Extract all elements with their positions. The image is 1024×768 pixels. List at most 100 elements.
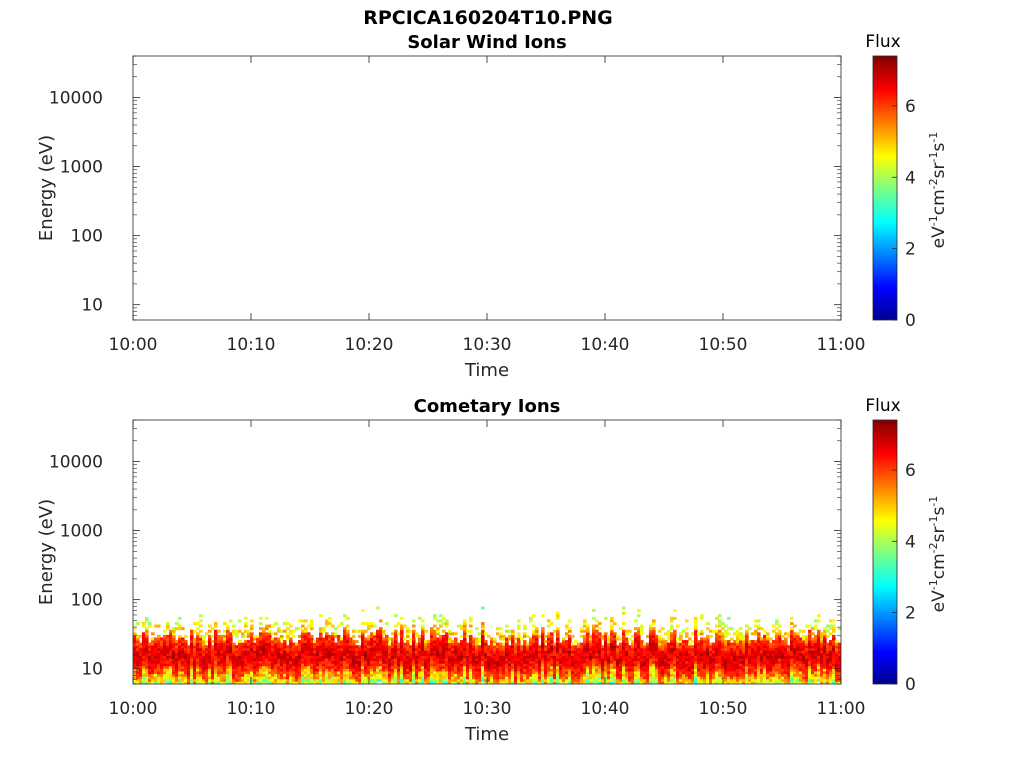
data-cell	[601, 673, 605, 677]
data-cell	[751, 658, 755, 662]
data-cell	[559, 668, 563, 672]
data-cell	[640, 655, 644, 659]
data-cell	[178, 634, 182, 638]
data-cell	[184, 665, 188, 669]
data-cell	[751, 632, 755, 636]
data-cell	[148, 655, 152, 659]
data-cell	[814, 619, 818, 623]
data-cell	[214, 634, 218, 638]
data-cell	[205, 655, 209, 659]
data-cell	[640, 660, 644, 664]
data-cell	[604, 645, 608, 649]
data-cell	[214, 673, 218, 677]
data-cell	[706, 645, 710, 649]
data-cell	[364, 671, 368, 675]
data-cell	[394, 655, 398, 659]
data-cell	[310, 652, 314, 656]
data-cell	[532, 640, 536, 644]
data-cell	[619, 627, 623, 631]
data-cell	[718, 614, 722, 618]
data-cell	[481, 624, 485, 628]
data-cell	[328, 673, 332, 677]
data-cell	[211, 668, 215, 672]
data-cell	[229, 619, 233, 623]
data-cell	[133, 655, 137, 659]
data-cell	[169, 640, 173, 644]
data-cell	[241, 655, 245, 659]
data-cell	[559, 681, 563, 684]
data-cell	[655, 658, 659, 662]
data-cell	[496, 647, 500, 651]
data-cell	[499, 658, 503, 662]
data-cell	[415, 681, 419, 684]
data-cell	[508, 673, 512, 677]
data-cell	[793, 678, 797, 682]
data-cell	[268, 663, 272, 667]
data-cell	[295, 647, 299, 651]
data-cell	[616, 655, 620, 659]
data-cell	[334, 673, 338, 677]
data-cell	[649, 668, 653, 672]
data-cell	[460, 647, 464, 651]
data-cell	[136, 676, 140, 680]
data-cell	[448, 650, 452, 654]
data-cell	[442, 629, 446, 633]
data-cell	[340, 642, 344, 646]
data-cell	[418, 650, 422, 654]
data-cell	[334, 634, 338, 638]
data-cell	[430, 629, 434, 633]
data-cell	[757, 619, 761, 623]
data-cell	[628, 655, 632, 659]
data-cell	[166, 652, 170, 656]
data-cell	[256, 658, 260, 662]
data-cell	[226, 658, 230, 662]
data-cell	[319, 681, 323, 684]
data-cell	[226, 629, 230, 633]
data-cell	[538, 655, 542, 659]
data-cell	[652, 632, 656, 636]
data-cell	[799, 658, 803, 662]
data-cell	[466, 629, 470, 633]
data-cell	[199, 637, 203, 641]
data-cell	[637, 663, 641, 667]
data-cell	[736, 663, 740, 667]
data-cell	[775, 665, 779, 669]
data-cell	[340, 652, 344, 656]
data-cell	[331, 637, 335, 641]
data-cell	[274, 621, 278, 625]
data-cell	[481, 660, 485, 664]
data-cell	[364, 621, 368, 625]
data-cell	[790, 634, 794, 638]
data-cell	[400, 616, 404, 620]
data-cell	[664, 647, 668, 651]
data-cell	[172, 650, 176, 654]
data-cell	[799, 637, 803, 641]
data-cell	[454, 632, 458, 636]
data-cell	[289, 637, 293, 641]
data-cell	[316, 663, 320, 667]
data-cell	[529, 647, 533, 651]
data-cell	[535, 673, 539, 677]
data-cell	[700, 665, 704, 669]
data-cell	[790, 652, 794, 656]
data-cell	[397, 673, 401, 677]
data-cell	[172, 671, 176, 675]
data-cell	[490, 650, 494, 654]
data-cell	[589, 681, 593, 684]
panel-title: Cometary Ions	[414, 396, 561, 417]
data-cell	[703, 665, 707, 669]
data-cell	[613, 640, 617, 644]
data-cell	[649, 660, 653, 664]
data-cell	[316, 678, 320, 682]
data-cell	[262, 665, 266, 669]
data-cell	[589, 650, 593, 654]
data-cell	[379, 652, 383, 656]
data-cell	[511, 647, 515, 651]
data-cell	[346, 616, 350, 620]
data-cell	[748, 663, 752, 667]
data-cell	[208, 678, 212, 682]
data-cell	[832, 645, 836, 649]
data-cell	[457, 658, 461, 662]
data-cell	[250, 658, 254, 662]
